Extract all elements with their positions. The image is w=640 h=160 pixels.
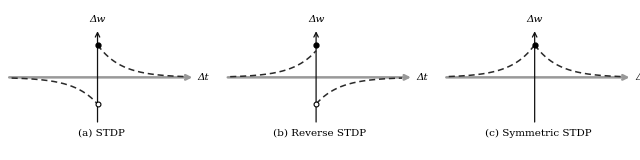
- Text: Δw: Δw: [90, 15, 106, 24]
- Text: (c) Symmetric STDP: (c) Symmetric STDP: [485, 129, 592, 138]
- Text: Δt: Δt: [417, 73, 428, 82]
- Text: (b) Reverse STDP: (b) Reverse STDP: [273, 129, 367, 138]
- Text: Δt: Δt: [635, 73, 640, 82]
- Text: Δw: Δw: [308, 15, 324, 24]
- Text: (a) STDP: (a) STDP: [78, 129, 125, 138]
- Text: Δw: Δw: [527, 15, 543, 24]
- Text: Δt: Δt: [198, 73, 209, 82]
